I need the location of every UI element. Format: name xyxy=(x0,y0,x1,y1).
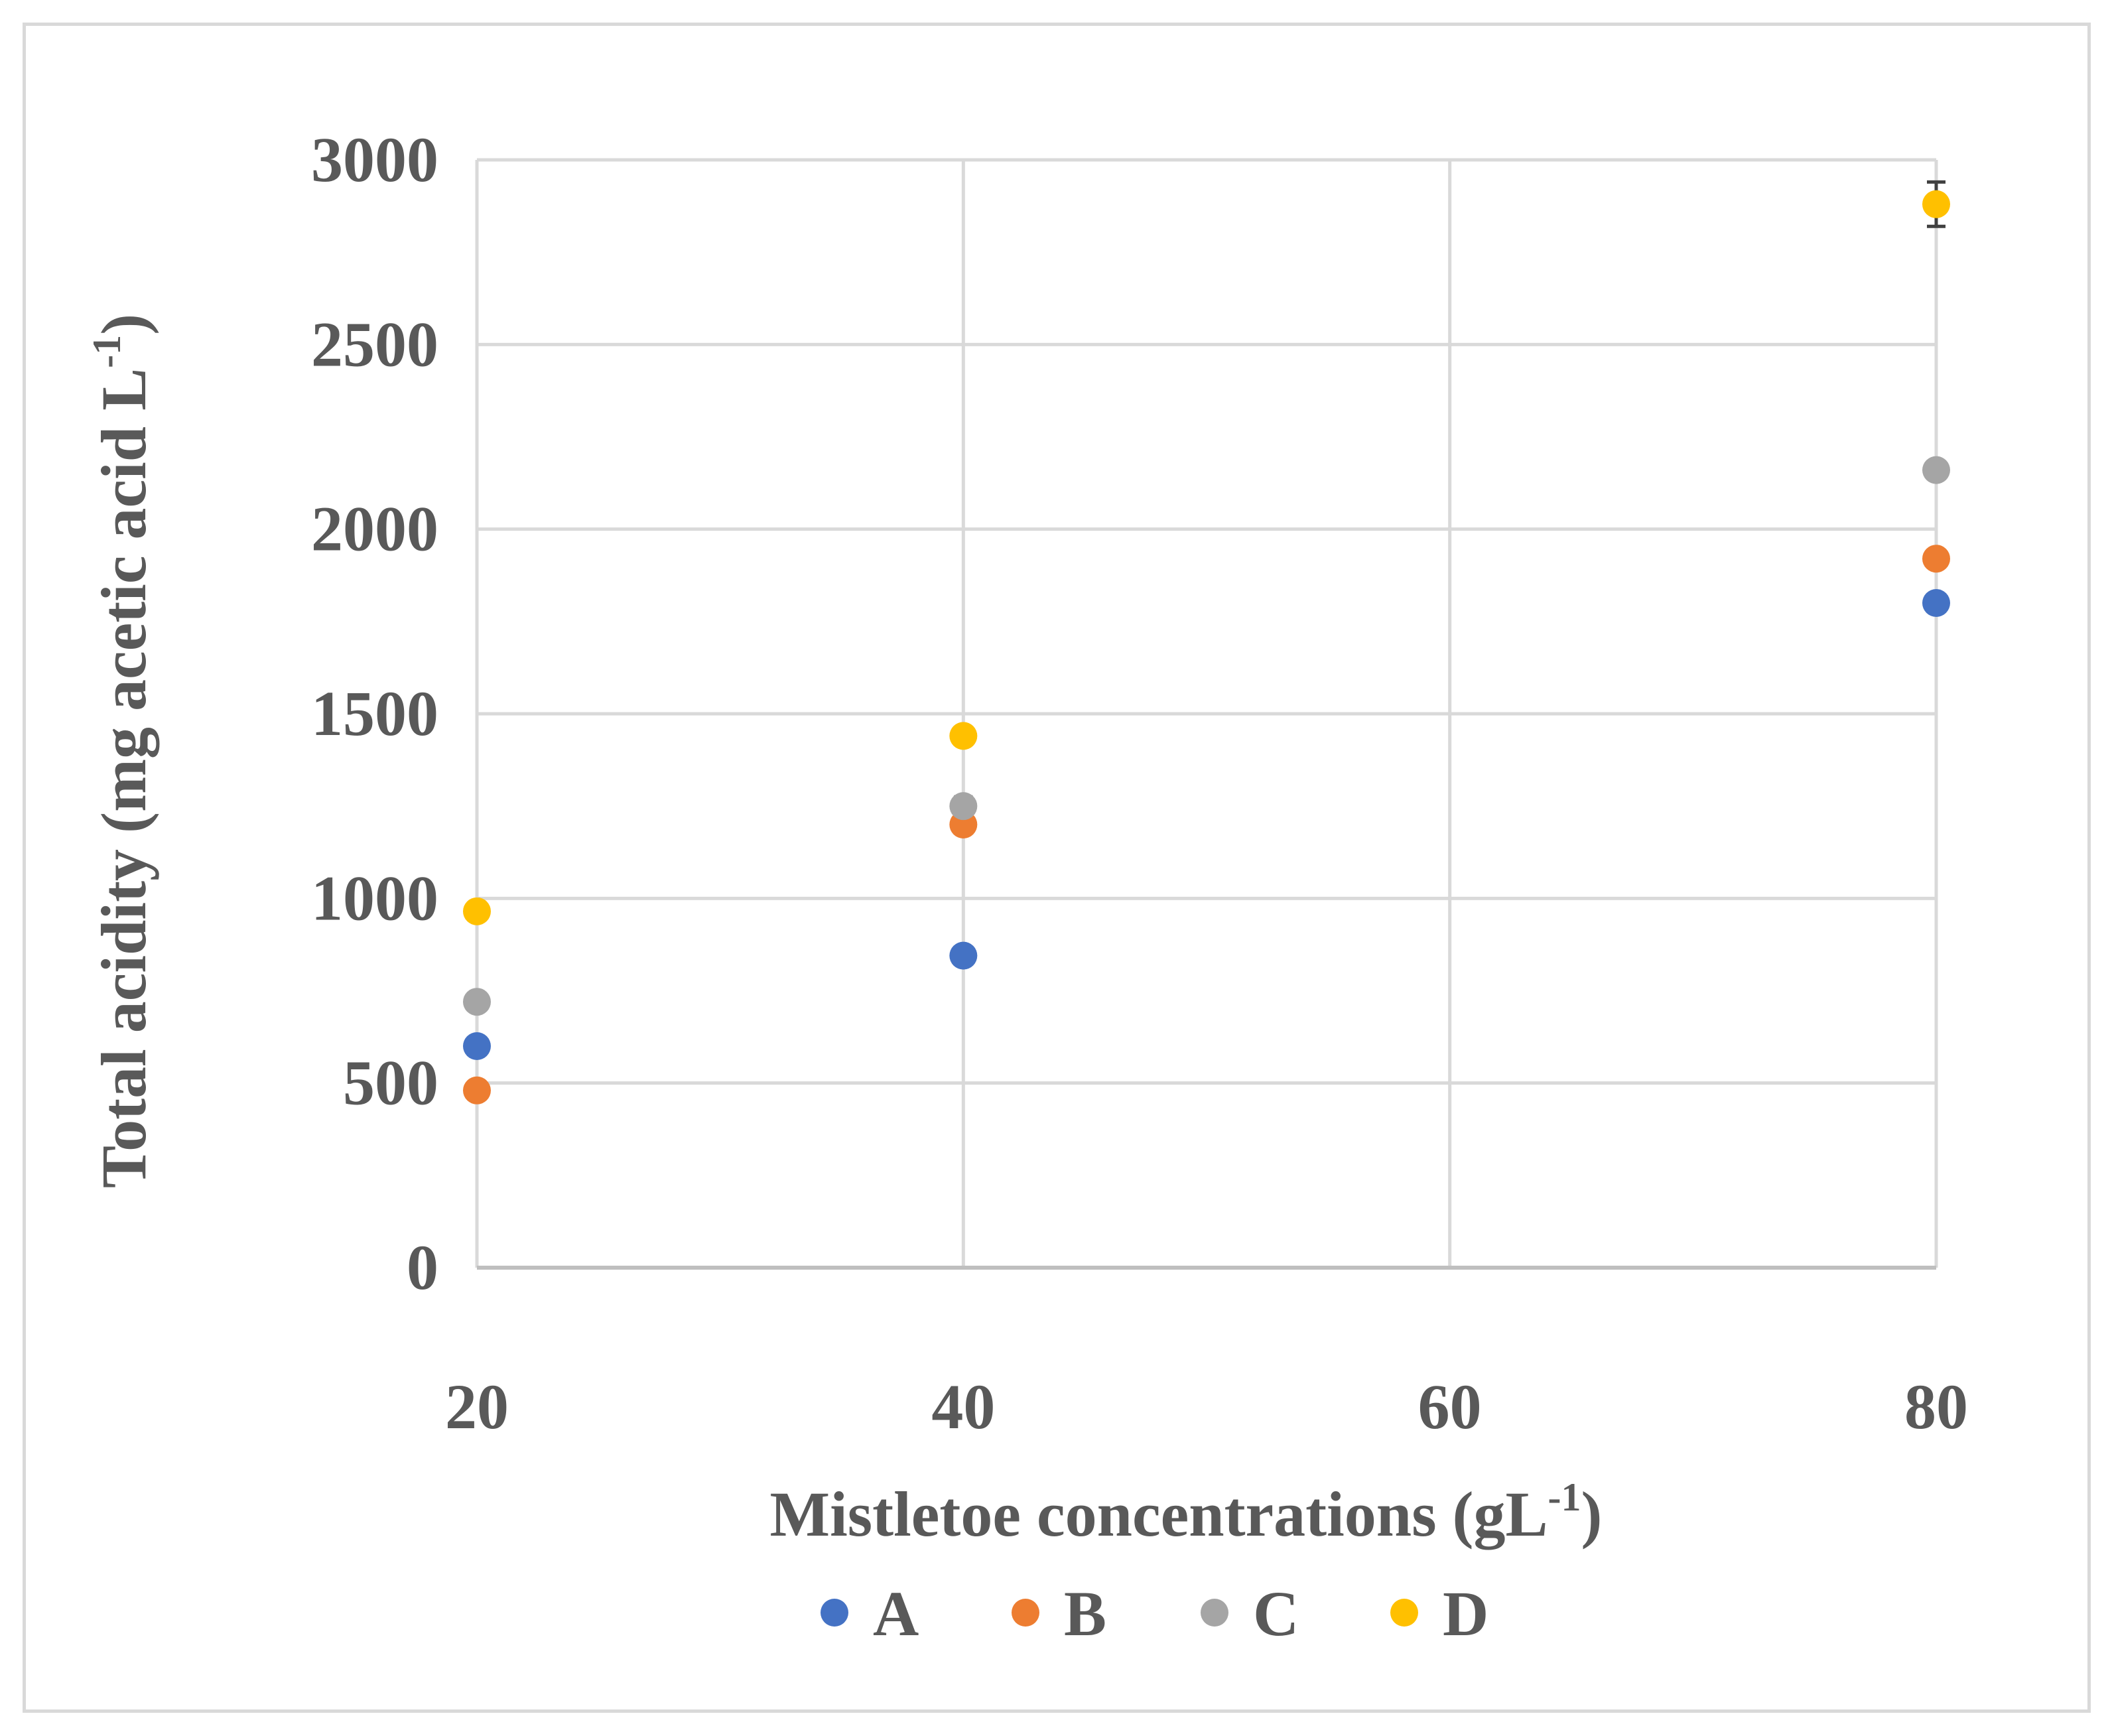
point-b xyxy=(463,1076,491,1104)
y-tick-label: 500 xyxy=(343,1047,438,1118)
data-points xyxy=(463,190,1950,1104)
point-c xyxy=(463,988,491,1016)
point-b xyxy=(1922,545,1950,573)
legend-item-c: C xyxy=(1201,1578,1299,1649)
point-d xyxy=(949,722,978,750)
legend-marker xyxy=(1201,1599,1228,1627)
legend-label: C xyxy=(1253,1578,1299,1649)
x-tick-label: 60 xyxy=(1418,1371,1482,1442)
y-tick-label: 2000 xyxy=(311,494,438,565)
chart-frame: 0 500 1000 1500 2000 2500 3000 20 40 60 80 Total a… xyxy=(23,23,2091,1713)
y-axis-title: Total acidity (mg acetic acid L-1) xyxy=(85,314,159,1188)
legend-item-d: D xyxy=(1390,1578,1488,1649)
legend-item-a: A xyxy=(821,1578,919,1649)
legend-marker xyxy=(1012,1599,1039,1627)
point-c xyxy=(1922,456,1950,484)
legend-label: A xyxy=(873,1578,919,1649)
y-tick-label: 0 xyxy=(407,1232,438,1303)
y-tick-label: 1000 xyxy=(311,862,438,933)
point-d xyxy=(1922,190,1950,218)
x-tick-label: 40 xyxy=(931,1371,995,1442)
x-tick-label: 20 xyxy=(445,1371,509,1442)
y-tick-label: 2500 xyxy=(311,308,438,379)
gridlines xyxy=(475,158,1938,1268)
legend-label: B xyxy=(1064,1578,1106,1649)
point-a xyxy=(949,941,978,970)
tick-labels: 0 500 1000 1500 2000 2500 3000 20 40 60 80 xyxy=(311,124,1968,1442)
y-tick-label: 1500 xyxy=(311,678,438,749)
x-axis-title: Mistletoe concentrations (gL-1) xyxy=(770,1475,1603,1550)
chart-svg: 0 500 1000 1500 2000 2500 3000 20 40 60 80 Total a… xyxy=(85,124,1968,1649)
point-a xyxy=(1922,589,1950,617)
legend-marker xyxy=(1390,1599,1418,1627)
legend: A B C D xyxy=(821,1578,1488,1649)
point-d xyxy=(463,897,491,925)
point-a xyxy=(463,1032,491,1060)
legend-label: D xyxy=(1443,1578,1488,1649)
point-c xyxy=(949,792,978,821)
legend-marker xyxy=(821,1599,848,1627)
legend-item-b: B xyxy=(1012,1578,1106,1649)
y-tick-label: 3000 xyxy=(311,124,438,195)
x-tick-label: 80 xyxy=(1904,1371,1968,1442)
